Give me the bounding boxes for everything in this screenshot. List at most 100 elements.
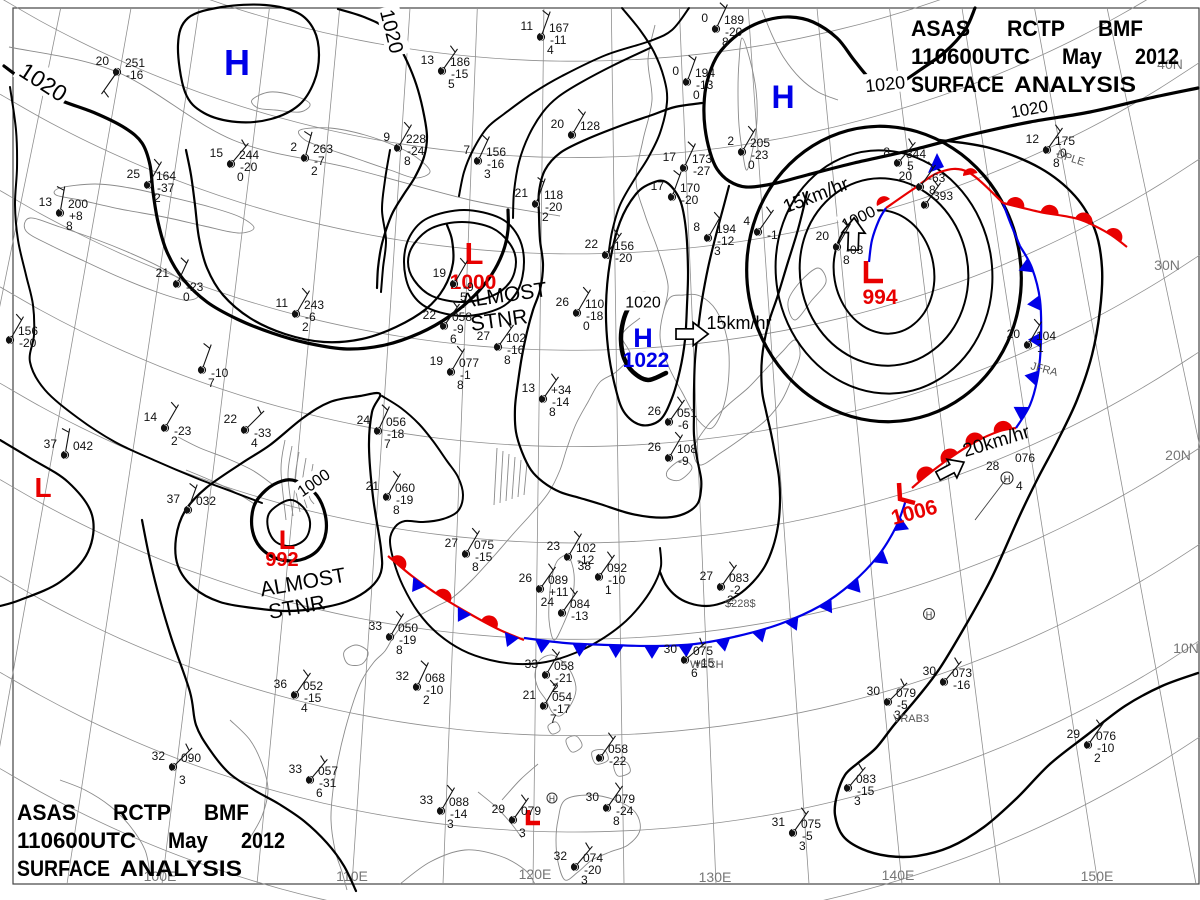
svg-text:-16: -16 bbox=[507, 343, 525, 357]
svg-text:4: 4 bbox=[251, 436, 258, 450]
svg-text:L: L bbox=[465, 236, 484, 271]
svg-text:26: 26 bbox=[556, 295, 570, 309]
svg-text:-16: -16 bbox=[126, 68, 144, 82]
svg-text:079: 079 bbox=[896, 686, 916, 700]
svg-text:25: 25 bbox=[127, 167, 141, 181]
svg-text:051: 051 bbox=[677, 406, 697, 420]
svg-text:13: 13 bbox=[522, 381, 536, 395]
svg-text:173: 173 bbox=[692, 152, 712, 166]
svg-text:26: 26 bbox=[648, 404, 662, 418]
svg-text:36: 36 bbox=[274, 677, 288, 691]
svg-text:BMF: BMF bbox=[1098, 16, 1143, 41]
svg-text:118: 118 bbox=[544, 188, 563, 202]
svg-text:075: 075 bbox=[693, 644, 713, 658]
svg-text:23: 23 bbox=[547, 539, 561, 553]
svg-text:-0: -0 bbox=[1056, 146, 1067, 160]
svg-text:-10: -10 bbox=[426, 683, 444, 697]
svg-text:2: 2 bbox=[727, 134, 734, 148]
svg-text:170: 170 bbox=[680, 181, 700, 195]
svg-text:083: 083 bbox=[856, 772, 876, 786]
svg-text:-10: -10 bbox=[608, 573, 626, 587]
svg-text:251: 251 bbox=[125, 56, 145, 70]
svg-text:WECH: WECH bbox=[690, 659, 724, 671]
svg-text:13: 13 bbox=[421, 53, 435, 67]
svg-text:27: 27 bbox=[700, 569, 714, 583]
svg-text:194: 194 bbox=[716, 222, 736, 236]
svg-text:-15: -15 bbox=[857, 784, 875, 798]
svg-text:156: 156 bbox=[18, 324, 38, 338]
svg-text:RCTP: RCTP bbox=[113, 800, 171, 825]
svg-text:-23: -23 bbox=[174, 424, 192, 438]
svg-text:156: 156 bbox=[614, 239, 634, 253]
svg-text:19: 19 bbox=[430, 354, 444, 368]
svg-text:130E: 130E bbox=[699, 869, 732, 885]
svg-text:-9: -9 bbox=[453, 322, 464, 336]
svg-text:-11: -11 bbox=[550, 33, 567, 47]
svg-text:-20: -20 bbox=[19, 336, 37, 350]
svg-text:L: L bbox=[279, 525, 296, 555]
svg-text:30: 30 bbox=[923, 664, 937, 678]
svg-text:092: 092 bbox=[607, 561, 627, 575]
svg-text:1000: 1000 bbox=[450, 271, 497, 294]
svg-text:0: 0 bbox=[583, 319, 590, 333]
svg-text:3: 3 bbox=[519, 826, 526, 840]
svg-text:H: H bbox=[926, 610, 933, 620]
svg-text:-1: -1 bbox=[767, 228, 778, 242]
svg-text:-15: -15 bbox=[475, 550, 493, 564]
svg-text:22: 22 bbox=[224, 412, 238, 426]
svg-text:194: 194 bbox=[695, 66, 715, 80]
svg-text:2: 2 bbox=[311, 164, 318, 178]
svg-text:15: 15 bbox=[210, 146, 224, 160]
svg-text:2: 2 bbox=[542, 210, 549, 224]
svg-text:076: 076 bbox=[1096, 729, 1116, 743]
svg-text:7: 7 bbox=[550, 712, 557, 726]
svg-text:8: 8 bbox=[613, 814, 620, 828]
svg-text:052: 052 bbox=[303, 679, 323, 693]
svg-text:0: 0 bbox=[672, 64, 679, 78]
svg-text:8: 8 bbox=[1053, 156, 1060, 170]
svg-text:-10: -10 bbox=[1097, 741, 1115, 755]
svg-text:3: 3 bbox=[179, 773, 186, 787]
svg-text:104: 104 bbox=[1036, 329, 1056, 343]
svg-text:29: 29 bbox=[1067, 727, 1081, 741]
svg-text:128: 128 bbox=[580, 119, 600, 133]
svg-text:0: 0 bbox=[748, 158, 755, 172]
svg-text:H: H bbox=[224, 42, 250, 83]
svg-text:+34: +34 bbox=[551, 383, 572, 397]
svg-text:3: 3 bbox=[484, 167, 491, 181]
svg-text:088: 088 bbox=[449, 795, 469, 809]
svg-text:-19: -19 bbox=[396, 493, 414, 507]
svg-text:074: 074 bbox=[583, 851, 603, 865]
svg-text:27: 27 bbox=[477, 329, 491, 343]
svg-text:8: 8 bbox=[722, 35, 729, 49]
svg-text:-5: -5 bbox=[897, 698, 908, 712]
svg-text:-15: -15 bbox=[451, 67, 469, 81]
svg-text:050: 050 bbox=[398, 621, 418, 635]
svg-text:-19: -19 bbox=[399, 633, 417, 647]
svg-text:SURFACE: SURFACE bbox=[17, 856, 110, 881]
svg-text:-20: -20 bbox=[545, 200, 563, 214]
svg-text:0: 0 bbox=[237, 170, 244, 184]
svg-text:27: 27 bbox=[445, 536, 459, 550]
svg-text:5: 5 bbox=[460, 290, 467, 304]
svg-text:7: 7 bbox=[384, 437, 391, 451]
svg-text:-20: -20 bbox=[725, 25, 743, 39]
svg-text:+15: +15 bbox=[694, 656, 715, 670]
svg-text:5: 5 bbox=[907, 159, 914, 173]
svg-text:+8: +8 bbox=[69, 209, 83, 223]
svg-text:-9: -9 bbox=[463, 280, 474, 294]
svg-text:032: 032 bbox=[196, 494, 216, 508]
svg-text:VRAB3: VRAB3 bbox=[893, 713, 929, 725]
svg-text:2: 2 bbox=[727, 593, 734, 607]
svg-text:21: 21 bbox=[523, 688, 537, 702]
svg-text:4: 4 bbox=[743, 214, 750, 228]
svg-text:4: 4 bbox=[301, 701, 308, 715]
svg-text:22: 22 bbox=[585, 237, 599, 251]
svg-text:084: 084 bbox=[570, 597, 590, 611]
svg-text:-20: -20 bbox=[240, 160, 258, 174]
svg-text:057: 057 bbox=[318, 764, 338, 778]
svg-text:-18: -18 bbox=[586, 309, 604, 323]
svg-text:068: 068 bbox=[425, 671, 445, 685]
svg-text:243: 243 bbox=[304, 298, 324, 312]
svg-text:244: 244 bbox=[239, 148, 259, 162]
